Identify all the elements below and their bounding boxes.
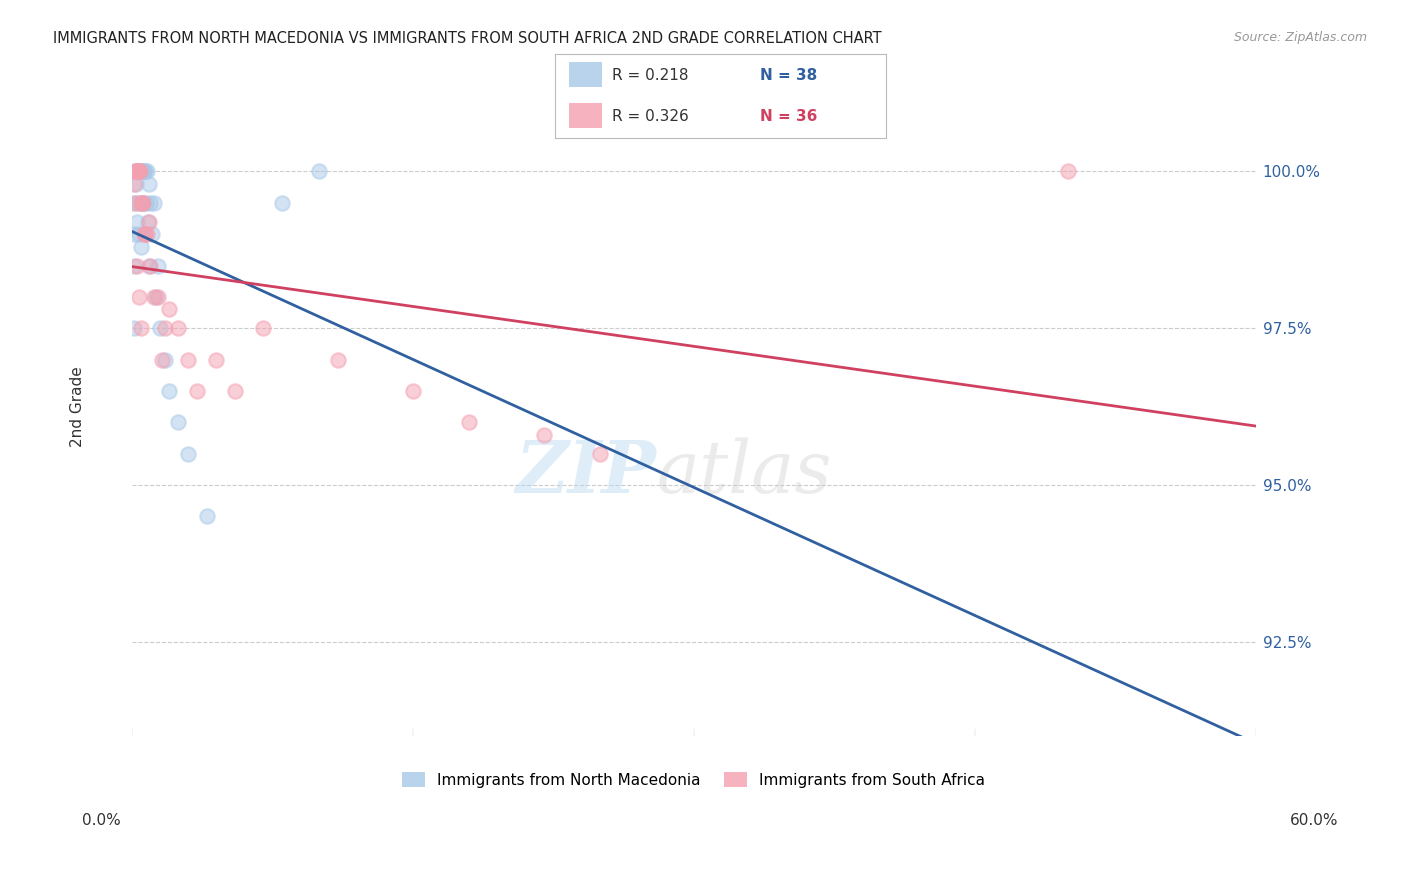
Point (125, 177, 148, 191)
Text: Source: ZipAtlas.com: Source: ZipAtlas.com (1233, 31, 1367, 45)
Point (134, 164, 156, 178)
Point (124, 164, 146, 178)
Point (129, 164, 152, 178)
Text: R = 0.326: R = 0.326 (612, 109, 689, 124)
Bar (568, 62, 602, 87)
Point (131, 195, 153, 210)
Point (252, 321, 274, 335)
Point (129, 164, 152, 178)
Point (129, 321, 152, 335)
Point (129, 164, 152, 178)
Point (270, 195, 292, 210)
Text: N = 38: N = 38 (761, 68, 817, 83)
Point (146, 259, 169, 273)
Point (138, 259, 160, 273)
Point (135, 227, 157, 242)
Point (145, 290, 167, 304)
Point (128, 164, 150, 178)
Point (157, 384, 180, 398)
Point (457, 415, 479, 429)
Point (195, 509, 218, 524)
Point (124, 164, 146, 178)
Point (149, 321, 172, 335)
Point (402, 384, 425, 398)
Point (129, 240, 152, 254)
Point (139, 195, 162, 210)
Point (128, 227, 150, 242)
Point (1057, 164, 1080, 178)
Point (127, 214, 149, 228)
Point (134, 227, 156, 242)
Point (124, 177, 146, 191)
Point (122, 195, 145, 210)
Point (127, 164, 149, 178)
Point (128, 290, 150, 304)
Point (224, 384, 246, 398)
Point (124, 227, 146, 242)
Point (134, 227, 156, 242)
Point (128, 164, 150, 178)
Point (132, 227, 155, 242)
Point (127, 164, 149, 178)
Point (132, 164, 155, 178)
Point (135, 195, 157, 210)
Point (141, 227, 163, 242)
Text: 0.0%: 0.0% (82, 814, 121, 828)
Point (533, 427, 555, 442)
Point (122, 321, 145, 335)
Legend: Immigrants from North Macedonia, Immigrants from South Africa: Immigrants from North Macedonia, Immigra… (396, 765, 991, 794)
Point (129, 195, 152, 210)
Point (146, 290, 169, 304)
Point (155, 321, 177, 335)
Point (135, 164, 157, 178)
Point (177, 446, 200, 460)
Point (132, 164, 155, 178)
Point (127, 259, 149, 273)
Point (308, 164, 330, 178)
Point (186, 384, 208, 398)
Point (167, 415, 190, 429)
Point (122, 259, 145, 273)
Point (127, 195, 149, 210)
Point (132, 195, 155, 210)
Text: 60.0%: 60.0% (1291, 814, 1339, 828)
Point (138, 214, 160, 228)
Point (167, 321, 190, 335)
Point (138, 177, 160, 191)
Text: 2nd Grade: 2nd Grade (70, 367, 84, 447)
Point (326, 352, 349, 367)
Point (125, 164, 148, 178)
Point (136, 214, 159, 228)
Point (143, 290, 166, 304)
Text: atlas: atlas (657, 437, 832, 508)
Point (127, 164, 149, 178)
Point (589, 446, 612, 460)
Bar (568, 103, 602, 128)
Point (132, 195, 155, 210)
Point (155, 352, 177, 367)
Text: ZIP: ZIP (516, 437, 657, 508)
Point (177, 352, 200, 367)
Text: R = 0.218: R = 0.218 (612, 68, 688, 83)
Point (139, 259, 162, 273)
Point (205, 352, 228, 367)
Point (124, 195, 146, 210)
Point (131, 195, 153, 210)
Point (157, 302, 180, 317)
Text: IMMIGRANTS FROM NORTH MACEDONIA VS IMMIGRANTS FROM SOUTH AFRICA 2ND GRADE CORREL: IMMIGRANTS FROM NORTH MACEDONIA VS IMMIG… (53, 31, 882, 46)
Text: N = 36: N = 36 (761, 109, 818, 124)
Point (150, 352, 173, 367)
Point (143, 195, 166, 210)
